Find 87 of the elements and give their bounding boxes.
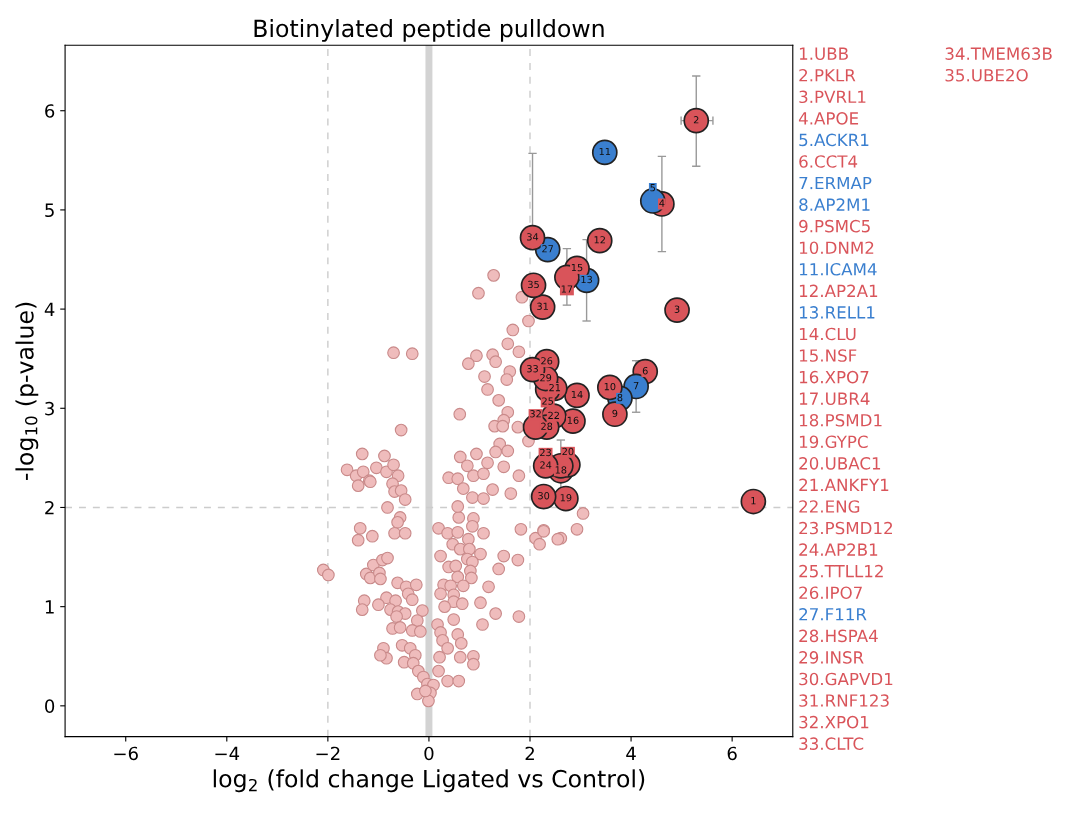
text: 7.ERMAP [799,176,872,190]
text: 25.TTLL12 [799,564,883,578]
text: 13.RELL1 [799,306,875,319]
annotation: 28 [541,422,553,430]
y-tick-label: 1 [45,600,54,614]
annotation: 15 [571,264,583,272]
annotation: 30 [538,492,550,500]
text: 4.APOE [798,112,859,125]
annotation: 25 [542,397,554,405]
annotation: 31 [537,302,548,310]
annotation: 9 [612,409,618,418]
text: 22.ENG [799,500,860,513]
annotation: 27 [542,245,554,253]
y-axis-title: -log$_{10}$ (p-value) [15,302,39,480]
text: 12.AP2A1 [799,284,878,297]
text: 32.XPO1 [799,715,869,729]
text: 29.INSR [799,651,864,664]
annotation: 20 [562,447,574,456]
x-tick-label: 2 [525,746,534,761]
text: 2.PKLR [799,68,856,82]
text: 35.UBE2O [945,68,1028,82]
text: 1.UBB [799,47,848,60]
annotation: 19 [560,494,572,502]
y-tick-label: 5 [45,203,54,218]
text: 8.AP2M1 [799,198,870,211]
annotation: 13 [581,275,593,284]
text: 6.CCT4 [799,155,858,168]
annotation: 29 [540,373,552,382]
x-tick-label: −6 [114,746,138,761]
annotation: 7 [633,382,639,390]
x-tick-label: −4 [215,746,240,761]
text: 18.PSMD1 [799,413,882,427]
x-axis-title: log$_{2}$ (fold change Ligated vs Control) [213,769,645,793]
y-tick-label: 0 [45,699,55,713]
annotation: 11 [599,147,611,156]
annotation: 18 [555,466,567,474]
annotation: 10 [604,382,616,391]
y-tick-label: 6 [45,104,55,118]
annotation: 6 [642,367,648,375]
text: 28.HSPA4 [799,629,878,643]
annotation: 14 [571,390,583,399]
annotation: 33 [527,365,538,373]
annotation: 17 [561,285,573,293]
text: 10.DNM2 [799,241,874,255]
text: 15.NSF [799,349,857,362]
text: 14.CLU [799,327,856,341]
annotation: 8 [617,393,623,402]
annotation: 5 [650,184,656,192]
text: 27.F11R [799,608,867,621]
annotation: 4 [659,199,665,207]
x-tick-label: 6 [727,746,737,761]
text: 23.PSMD12 [799,521,892,535]
annotation: 22 [548,411,559,419]
text: 31.RNF123 [799,694,889,707]
text: 17.UBR4 [799,392,870,405]
y-tick-label: 3 [45,401,54,416]
annotation: 3 [674,305,680,313]
annotation: 32 [530,410,541,418]
text: 24.AP2B1 [799,543,878,556]
text: 16.XPO7 [799,370,869,384]
annotation: 1 [751,497,756,505]
annotation: 2 [693,116,699,124]
text: 33.CLTC [799,737,864,750]
x-tick-label: 4 [626,746,636,761]
y-tick-label: 4 [44,302,55,316]
text: 34.TMEM63B [945,47,1052,60]
text: 5.ACKR1 [799,133,869,147]
x-tick-label: 0 [424,746,434,761]
annotation: 24 [540,461,552,469]
y-tick-label: 2 [45,500,54,515]
text: 26.IPO7 [799,586,862,600]
text: 9.PSMC5 [799,219,870,233]
annotation: 34 [527,233,539,241]
text: 3.PVRL1 [799,90,866,104]
annotation: 26 [541,357,553,365]
annotation: 16 [567,416,579,424]
annotation: 21 [549,383,561,392]
text: 11.ICAM4 [799,263,877,276]
annotation: 12 [594,236,605,244]
annotation: 23 [540,448,551,457]
annotation: 35 [528,280,539,289]
text: 19.GYPC [799,435,868,449]
chart-title: Biotinylated peptide pulldown [254,18,604,42]
x-tick-label: −2 [316,746,340,761]
text: 20.UBAC1 [799,457,881,470]
text: 21.ANKFY1 [799,478,889,491]
text: 30.GAPVD1 [799,672,893,686]
